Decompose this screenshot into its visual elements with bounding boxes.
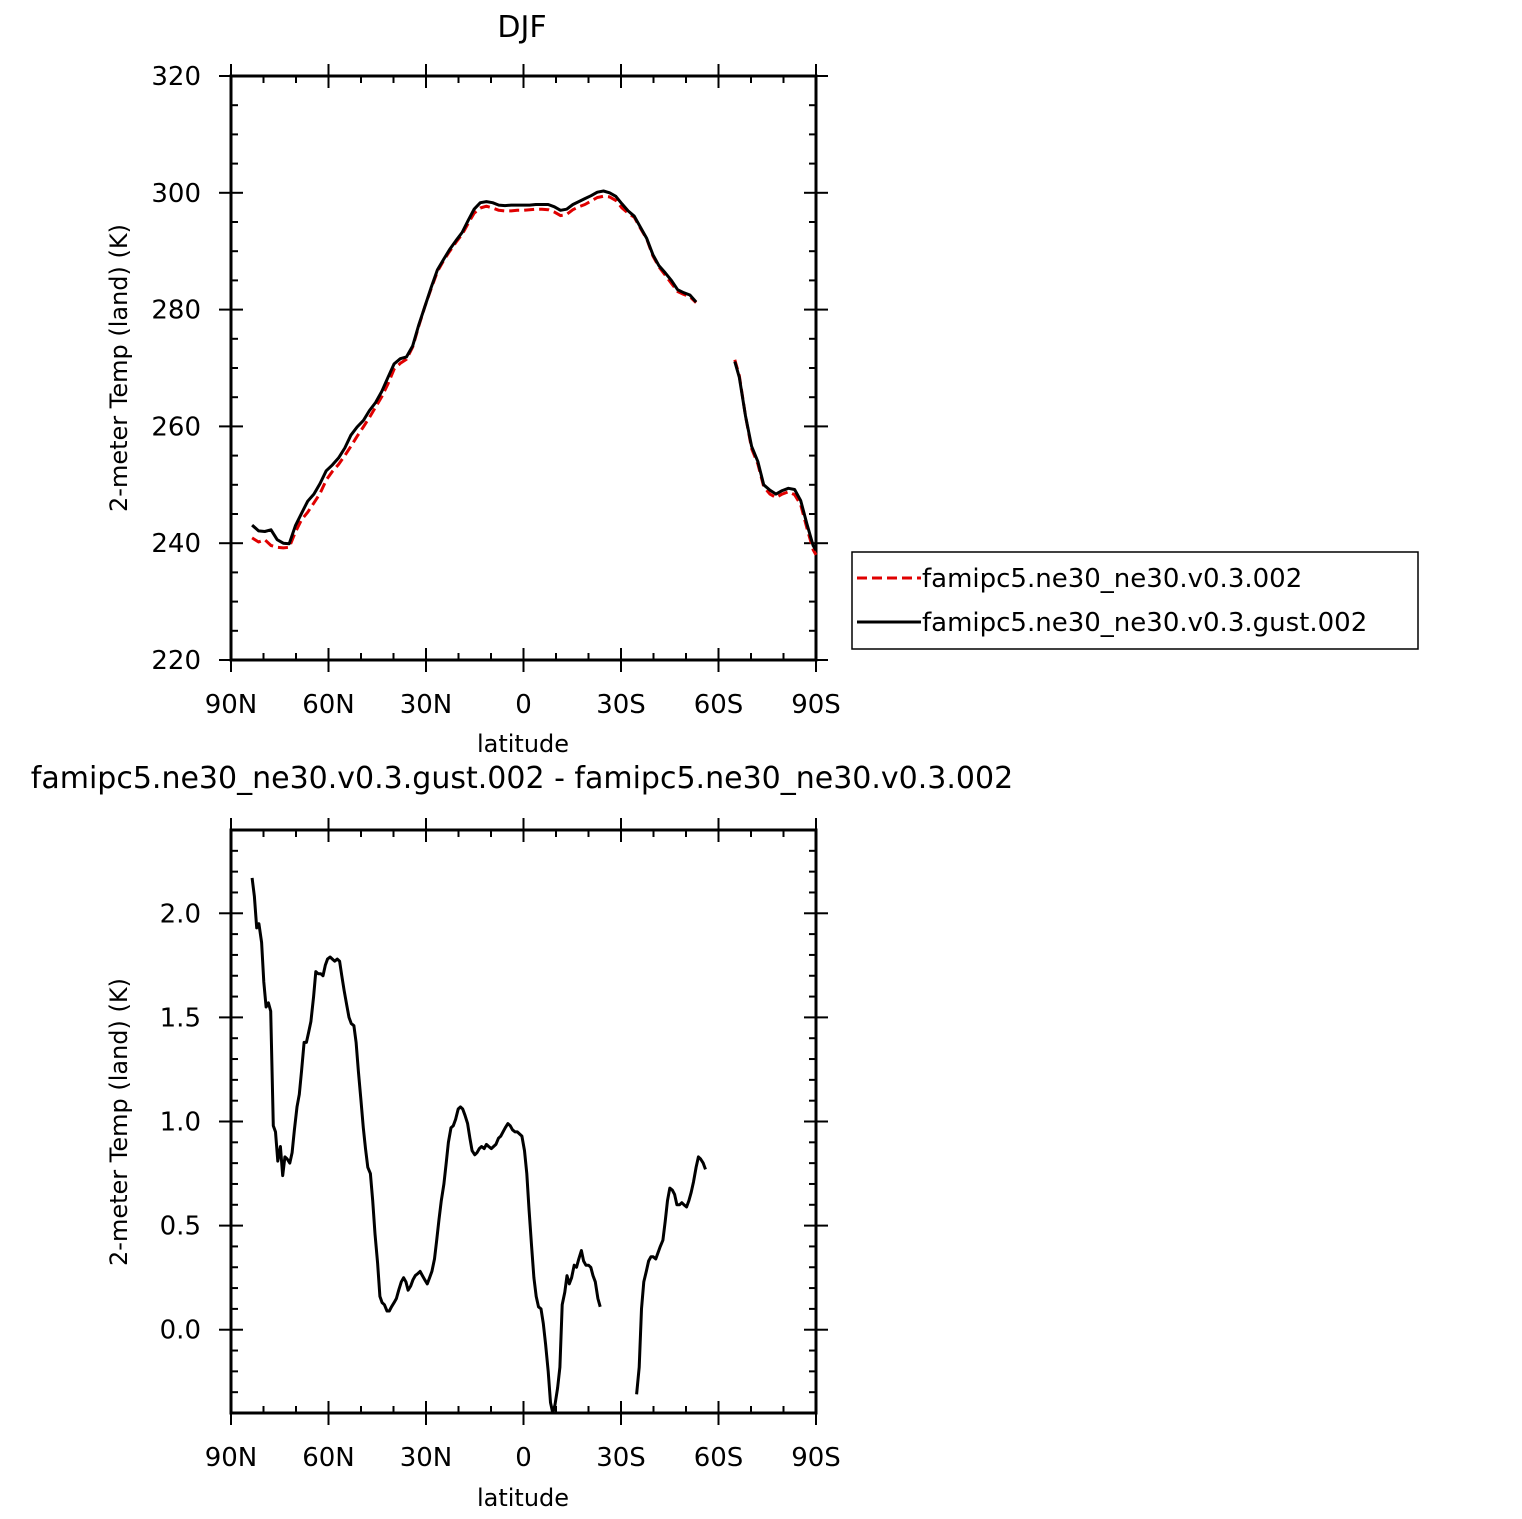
- legend: famipc5.ne30_ne30.v0.3.002 famipc5.ne30_…: [851, 551, 1419, 650]
- top-panel-frame: [229, 74, 818, 662]
- series-line-1-segment-2: [733, 359, 818, 556]
- top-panel-y-axis-label: 2-meter Temp (land) (K): [105, 224, 133, 512]
- x-tick-label: 60S: [694, 1443, 744, 1473]
- legend-label-series-2: famipc5.ne30_ne30.v0.3.gust.002: [922, 608, 1367, 638]
- series-line-1-segment-1: [251, 194, 698, 550]
- x-tick-label: 90S: [791, 1443, 841, 1473]
- series-line-2-segment-2: [733, 361, 818, 551]
- bottom-panel-x-tick-labels: 90N 60N 30N 0 30S 60S 90S: [205, 1443, 841, 1473]
- bottom-panel-ticks: [219, 818, 828, 1425]
- y-tick-label: 280: [151, 296, 201, 326]
- top-panel-series: [251, 189, 818, 556]
- top-panel-title: DJF: [497, 10, 546, 45]
- y-tick-label: 300: [151, 179, 201, 209]
- x-tick-label: 0: [515, 1443, 532, 1473]
- x-tick-label: 90N: [205, 1443, 258, 1473]
- y-tick-label: 0.0: [160, 1316, 201, 1346]
- legend-box: [851, 551, 1419, 650]
- top-panel-x-tick-labels: 90N 60N 30N 0 30S 60S 90S: [205, 690, 841, 720]
- y-tick-label: 1.0: [160, 1108, 201, 1138]
- y-tick-label: 1.5: [160, 1003, 201, 1033]
- x-tick-label: 30N: [400, 690, 453, 720]
- x-tick-label: 90N: [205, 690, 258, 720]
- series-line-1-segment-2: [635, 1155, 707, 1395]
- bottom-panel-y-tick-labels: 0.0 0.5 1.0 1.5 2.0: [160, 899, 201, 1345]
- y-tick-label: 2.0: [160, 899, 201, 929]
- y-tick-label: 260: [151, 412, 201, 442]
- x-tick-label: 90S: [791, 690, 841, 720]
- top-panel-y-tick-labels: 220 240 260 280 300 320: [151, 62, 201, 676]
- x-tick-label: 60N: [302, 690, 355, 720]
- x-tick-label: 30S: [596, 690, 646, 720]
- bottom-panel-frame: [229, 828, 818, 1415]
- y-tick-label: 0.5: [160, 1212, 201, 1242]
- bottom-panel-title: famipc5.ne30_ne30.v0.3.gust.002 - famipc…: [31, 761, 1013, 796]
- y-tick-label: 240: [151, 529, 201, 559]
- x-tick-label: 60S: [694, 690, 744, 720]
- x-tick-label: 30S: [596, 1443, 646, 1473]
- x-tick-label: 30N: [400, 1443, 453, 1473]
- bottom-panel-series: [250, 877, 707, 1415]
- bottom-panel-x-axis-label: latitude: [477, 1484, 569, 1512]
- y-tick-label: 320: [151, 62, 201, 92]
- series-line-2-segment-1: [251, 189, 698, 546]
- legend-label-series-1: famipc5.ne30_ne30.v0.3.002: [922, 564, 1302, 594]
- top-panel-x-axis-label: latitude: [477, 730, 569, 758]
- x-tick-label: 60N: [302, 1443, 355, 1473]
- y-tick-label: 220: [151, 646, 201, 676]
- bottom-panel-y-axis-label: 2-meter Temp (land) (K): [105, 978, 133, 1266]
- series-line-1-segment-1: [250, 877, 602, 1415]
- x-tick-label: 0: [515, 690, 532, 720]
